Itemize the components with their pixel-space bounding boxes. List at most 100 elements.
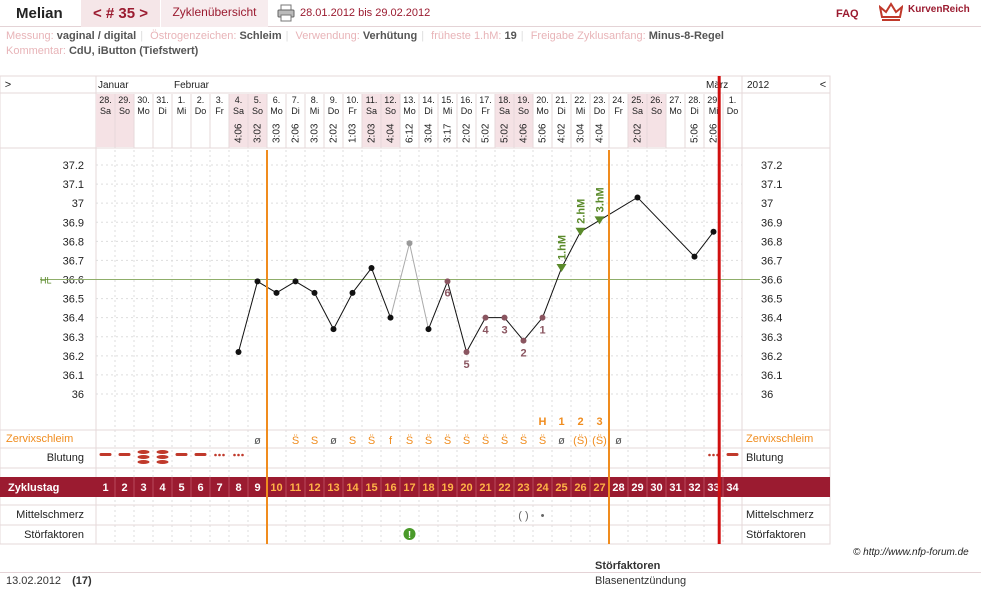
temp-tick-left: 36.8 (63, 236, 84, 248)
copyright: © http://www.nfp-forum.de (853, 547, 969, 558)
temp-curve-segment (352, 267, 372, 294)
weekday-label: Mi (310, 106, 320, 116)
mittelschmerz-label-right: Mittelschmerz (746, 509, 814, 521)
bleeding-mark (118, 453, 131, 456)
cycle-day-number: 34 (726, 482, 739, 494)
measure-time-label: 5:02 (481, 123, 492, 143)
estrogen-label: Östrogenzeichen: (150, 30, 237, 42)
day-date-label: 16. (460, 95, 473, 105)
date-range: 28.01.2012 bis 29.02.2012 (300, 7, 431, 19)
cycle-day-number: 4 (159, 482, 166, 494)
cervix-symbol: S (311, 435, 318, 447)
temp-tick-right: 36.4 (761, 313, 782, 325)
bleeding-mark-spotting (237, 453, 240, 457)
cycle-nav-button[interactable]: < # 35 > (81, 0, 160, 27)
cervix-symbol: S̈ (463, 434, 470, 447)
temp-curve-segment (447, 281, 467, 353)
temp-tick-left: 36.1 (63, 370, 84, 382)
mittelschmerz-symbol: ( ) (518, 510, 528, 522)
mittelschmerz-symbol: • (541, 510, 545, 522)
bleeding-mark-heavy (137, 450, 150, 454)
weekend-header-cell (514, 94, 533, 147)
cycle-day-number: 7 (216, 482, 222, 494)
month-label: Januar (98, 80, 129, 91)
bleeding-mark (194, 453, 207, 456)
cervix-symbol: S̈ (406, 434, 413, 447)
day-date-label: 27. (669, 95, 682, 105)
temp-tick-left: 36.9 (63, 217, 84, 229)
cervix-symbol: S̈ (368, 434, 375, 447)
tab-cycle-overview[interactable]: Zyklenübersicht (160, 0, 268, 27)
temp-point (273, 289, 280, 296)
cervix-symbol: S (349, 435, 356, 447)
weekday-label: Do (461, 106, 473, 116)
weekday-label: Mi (177, 106, 187, 116)
cycle-day-number: 30 (650, 482, 662, 494)
cycle-day-number: 29 (631, 482, 643, 494)
temp-tick-right: 36.8 (761, 236, 782, 248)
weekday-label: Do (594, 106, 606, 116)
high-measurement-marker (575, 227, 586, 236)
cycle-day-number: 19 (441, 482, 453, 494)
temp-curve-segment (238, 281, 258, 353)
estrogen-value: Schleim (239, 30, 282, 42)
faq-link[interactable]: FAQ (836, 8, 859, 20)
temp-tick-left: 37.2 (63, 160, 84, 172)
weekday-label: So (119, 106, 130, 116)
temp-point (349, 289, 356, 296)
chart-frame (0, 75, 831, 545)
temp-curve-segment (466, 317, 486, 353)
bleeding-mark-spotting (708, 453, 711, 457)
cycle-day-number: 1 (102, 482, 108, 494)
temp-tick-left: 36.5 (63, 294, 84, 306)
measure-time-label: 3:04 (576, 123, 587, 143)
cycle-day-number: 11 (290, 482, 302, 494)
temp-point (444, 278, 451, 285)
temp-tick-left: 37.1 (63, 179, 84, 191)
cycle-day-number: 5 (178, 482, 184, 494)
app-title: Melian (16, 5, 63, 22)
measure-time-label: 5:06 (690, 123, 701, 143)
cervix-symbol: ø (615, 435, 622, 447)
temp-tick-left: 36.2 (63, 351, 84, 363)
temp-tick-left: 36 (72, 389, 84, 401)
release-value: Minus-8-Regel (648, 30, 724, 42)
temp-tick-right: 36 (761, 389, 773, 401)
cycle-day-number: 20 (460, 482, 472, 494)
stoerfaktoren-label-right: Störfaktoren (746, 529, 806, 541)
day-date-label: 22. (574, 95, 587, 105)
scroll-left-icon: > (5, 79, 11, 91)
stoerfaktoren-label-left: Störfaktoren (24, 529, 84, 541)
weekday-label: So (252, 106, 263, 116)
month-label: Februar (174, 80, 210, 91)
weekday-label: Mi (709, 106, 719, 116)
brand-name[interactable]: KurvenReich (908, 4, 970, 15)
bleeding-mark-heavy (156, 455, 169, 459)
weekday-label: So (518, 106, 529, 116)
temp-point (539, 314, 546, 321)
high-measurement-label: 3.hM (595, 187, 607, 212)
cervix-symbol: S̈ (444, 434, 451, 447)
day-date-label: 6. (273, 95, 281, 105)
crown-logo-icon[interactable] (879, 2, 903, 22)
temp-point (254, 278, 261, 285)
measure-time-label: 5:06 (538, 123, 549, 143)
temp-point (634, 194, 641, 201)
temp-point (463, 349, 470, 356)
printer-icon[interactable] (277, 4, 295, 22)
temp-point (501, 314, 508, 321)
measure-time-label: 5:02 (500, 123, 511, 143)
temp-curve-segment (504, 317, 524, 341)
day-date-label: 31. (156, 95, 169, 105)
high-measurement-marker (594, 216, 605, 225)
cervix-symbol: ø (254, 435, 261, 447)
temp-tick-right: 36.9 (761, 217, 782, 229)
month-label: März (706, 80, 728, 91)
bleeding-mark-heavy (156, 460, 169, 464)
day-date-label: 28. (99, 95, 112, 105)
weekday-label: Di (424, 106, 433, 116)
day-date-label: 30. (137, 95, 150, 105)
footer-divider (0, 572, 981, 573)
low-count-label: 5 (463, 359, 469, 371)
bleeding-mark (99, 453, 112, 456)
